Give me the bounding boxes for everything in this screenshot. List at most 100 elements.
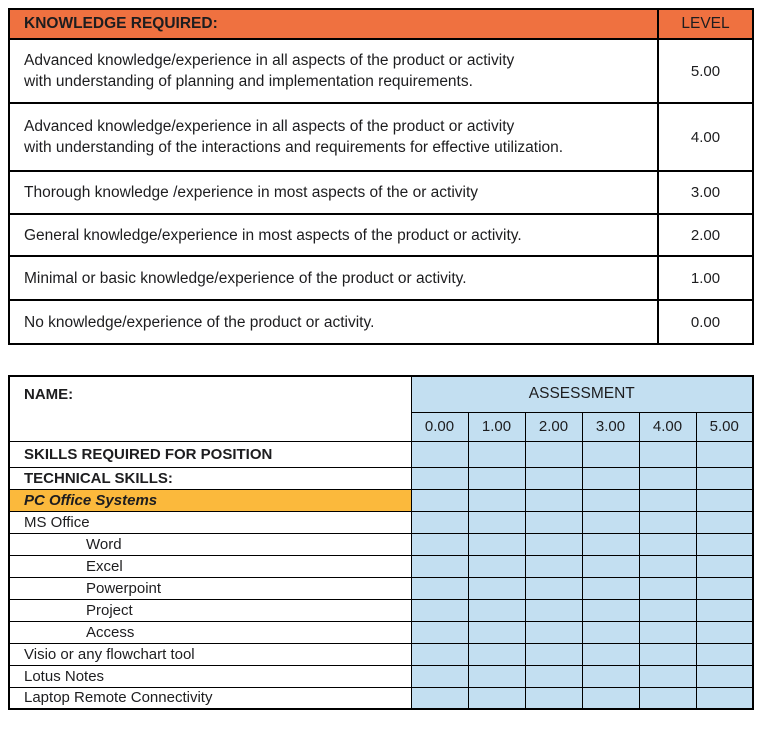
- score-cell[interactable]: [581, 510, 640, 534]
- score-cell[interactable]: [524, 576, 583, 600]
- score-cell[interactable]: [581, 686, 640, 710]
- knowledge-row: Advanced knowledge/experience in all asp…: [8, 102, 754, 172]
- assessment-header: ASSESSMENT: [410, 375, 754, 413]
- score-cell[interactable]: [638, 466, 697, 490]
- score-cell[interactable]: [524, 598, 583, 622]
- score-cell[interactable]: [524, 510, 583, 534]
- score-cell[interactable]: [410, 510, 469, 534]
- score-cell[interactable]: [410, 488, 469, 512]
- score-cell[interactable]: [410, 686, 469, 710]
- score-cell[interactable]: [581, 554, 640, 578]
- score-cell[interactable]: [467, 440, 526, 468]
- score-cell[interactable]: [467, 576, 526, 600]
- skill-row: Word: [8, 532, 754, 556]
- skill-row: MS Office: [8, 510, 754, 534]
- score-cell[interactable]: [695, 532, 754, 556]
- score-cell[interactable]: [524, 440, 583, 468]
- score-cell[interactable]: [410, 620, 469, 644]
- score-cell[interactable]: [524, 466, 583, 490]
- score-cell[interactable]: [410, 532, 469, 556]
- score-cell[interactable]: [524, 642, 583, 666]
- score-cell[interactable]: [695, 598, 754, 622]
- score-cell[interactable]: [695, 576, 754, 600]
- score-cell[interactable]: [695, 686, 754, 710]
- score-cell[interactable]: [695, 440, 754, 468]
- knowledge-description: Minimal or basic knowledge/experience of…: [8, 255, 659, 301]
- knowledge-level-value: 3.00: [657, 170, 754, 215]
- score-cell[interactable]: [638, 440, 697, 468]
- score-cell[interactable]: [695, 620, 754, 644]
- score-cell[interactable]: [524, 554, 583, 578]
- assessment-table: NAME: ASSESSMENT 0.00 1.00 2.00 3.00 4.00 5.0…: [8, 375, 755, 710]
- skill-row: Lotus Notes: [8, 664, 754, 688]
- score-cell[interactable]: [524, 532, 583, 556]
- score-cell[interactable]: [695, 554, 754, 578]
- score-cell[interactable]: [638, 598, 697, 622]
- score-cell[interactable]: [467, 620, 526, 644]
- assessment-header-row: NAME: ASSESSMENT: [8, 375, 754, 442]
- score-cell[interactable]: [410, 554, 469, 578]
- knowledge-level-value: 2.00: [657, 213, 754, 257]
- score-cell[interactable]: [695, 510, 754, 534]
- score-cell[interactable]: [410, 466, 469, 490]
- knowledge-description: No knowledge/experience of the product o…: [8, 299, 659, 345]
- score-cell[interactable]: [581, 576, 640, 600]
- skill-label: Laptop Remote Connectivity: [8, 686, 412, 710]
- score-cell[interactable]: [524, 488, 583, 512]
- score-cell[interactable]: [638, 620, 697, 644]
- score-cell[interactable]: [638, 510, 697, 534]
- score-cell[interactable]: [581, 598, 640, 622]
- knowledge-level-value: 0.00: [657, 299, 754, 345]
- score-cell[interactable]: [638, 642, 697, 666]
- score-cell[interactable]: [467, 488, 526, 512]
- score-cell[interactable]: [410, 440, 469, 468]
- knowledge-description: Advanced knowledge/experience in all asp…: [8, 38, 659, 104]
- score-cell[interactable]: [524, 620, 583, 644]
- score-cell[interactable]: [695, 488, 754, 512]
- score-cell[interactable]: [581, 488, 640, 512]
- score-cell[interactable]: [467, 642, 526, 666]
- score-cell[interactable]: [638, 488, 697, 512]
- knowledge-table: KNOWLEDGE REQUIRED: LEVEL Advanced knowl…: [8, 8, 754, 345]
- knowledge-row: Advanced knowledge/experience in all asp…: [8, 38, 754, 104]
- score-cell[interactable]: [695, 642, 754, 666]
- skill-row: Powerpoint: [8, 576, 754, 600]
- score-cell[interactable]: [410, 576, 469, 600]
- skill-label: Lotus Notes: [8, 664, 412, 688]
- score-cell[interactable]: [581, 532, 640, 556]
- score-cell[interactable]: [695, 664, 754, 688]
- score-cell[interactable]: [581, 642, 640, 666]
- skill-row: Access: [8, 620, 754, 644]
- score-cell[interactable]: [467, 532, 526, 556]
- score-cell[interactable]: [410, 642, 469, 666]
- score-cell[interactable]: [581, 620, 640, 644]
- score-cell[interactable]: [581, 440, 640, 468]
- knowledge-row: Minimal or basic knowledge/experience of…: [8, 255, 754, 301]
- skill-row: Excel: [8, 554, 754, 578]
- score-cell[interactable]: [467, 466, 526, 490]
- score-cell[interactable]: [467, 554, 526, 578]
- score-cell[interactable]: [695, 466, 754, 490]
- score-cell[interactable]: [638, 686, 697, 710]
- score-cell[interactable]: [524, 664, 583, 688]
- skill-label: Access: [8, 620, 412, 644]
- score-cell[interactable]: [581, 466, 640, 490]
- score-cell[interactable]: [410, 598, 469, 622]
- score-cell[interactable]: [638, 576, 697, 600]
- score-cell[interactable]: [581, 664, 640, 688]
- score-cell[interactable]: [467, 598, 526, 622]
- score-cell[interactable]: [638, 554, 697, 578]
- score-cell[interactable]: [638, 664, 697, 688]
- assessment-table-body: SKILLS REQUIRED FOR POSITION TECHNICAL SK…: [8, 440, 754, 710]
- skill-label: PC Office Systems: [8, 488, 412, 512]
- score-cell[interactable]: [467, 686, 526, 710]
- score-cell[interactable]: [410, 664, 469, 688]
- knowledge-table-body: Advanced knowledge/experience in all asp…: [8, 38, 754, 345]
- skill-row: SKILLS REQUIRED FOR POSITION: [8, 440, 754, 468]
- score-cell[interactable]: [524, 686, 583, 710]
- score-cell[interactable]: [467, 510, 526, 534]
- score-cell[interactable]: [638, 532, 697, 556]
- skill-label: Word: [8, 532, 412, 556]
- score-cell[interactable]: [467, 664, 526, 688]
- score-column-header: 1.00: [467, 411, 526, 442]
